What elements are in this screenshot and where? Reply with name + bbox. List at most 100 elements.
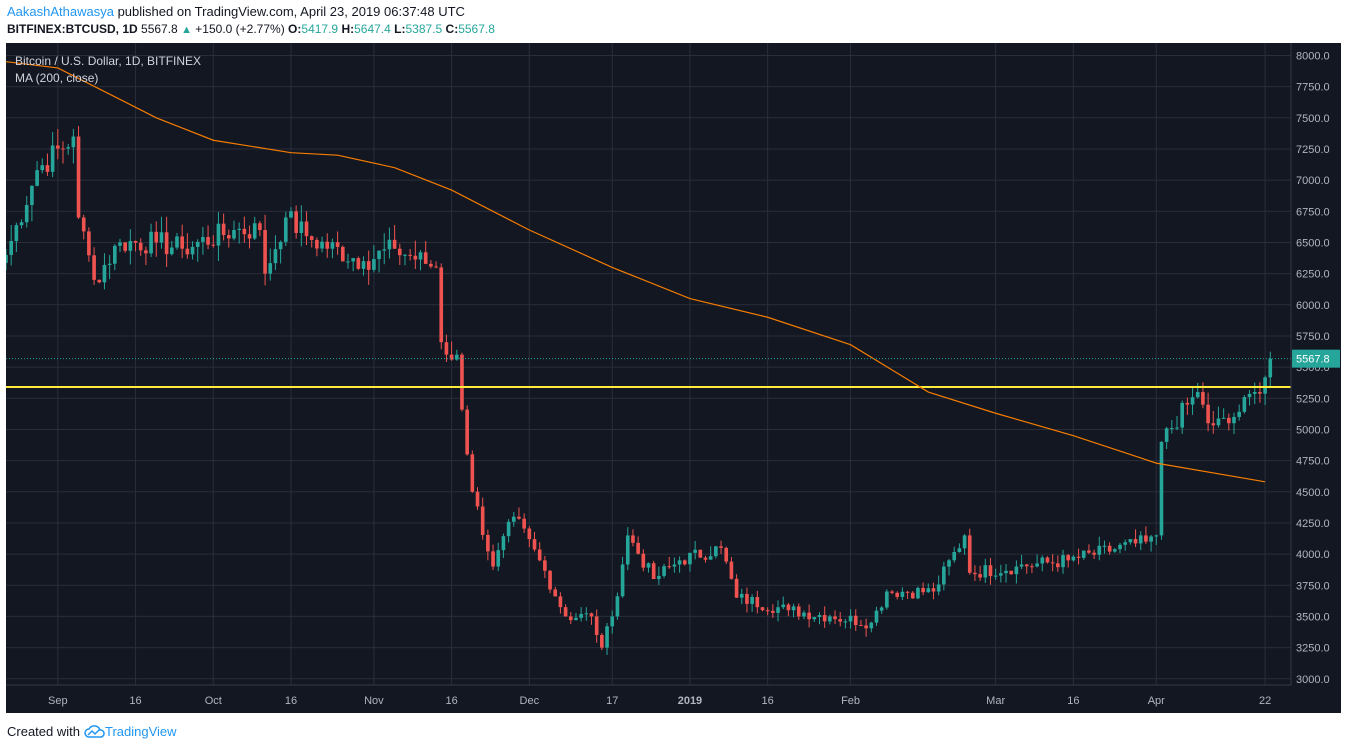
down-candle [408, 254, 412, 256]
price-axis-bg [1291, 43, 1341, 713]
down-candle [682, 560, 687, 565]
up-candle [936, 584, 941, 592]
up-candle [879, 607, 884, 611]
up-candle [501, 536, 506, 551]
up-candle [1118, 544, 1122, 550]
tradingview-brand[interactable]: TradingView [83, 724, 177, 739]
author-link[interactable]: AakashAthawasya [7, 4, 114, 19]
time-tick-label: 16 [1067, 695, 1079, 707]
down-candle [729, 561, 734, 579]
price-tick-label: 4500.0 [1296, 487, 1330, 499]
price-tick-label: 7750.0 [1296, 82, 1330, 94]
down-candle [356, 258, 361, 269]
price-axis[interactable]: 3000.0 3250.0 3500.0 3750.0 4000.0 4250.0 4500… [1296, 50, 1330, 685]
time-tick-label: Feb [841, 695, 860, 707]
up-candle [4, 254, 8, 263]
down-candle [558, 596, 563, 608]
down-candle [1050, 562, 1055, 564]
symbol-line: BITFINEX:BTCUSD, 1D 5567.8 ▲ +150.0 (+2.… [7, 22, 495, 36]
up-candle [289, 211, 293, 218]
up-candle [1252, 392, 1257, 394]
up-candle [1216, 418, 1221, 426]
low-value: 5387.5 [405, 22, 443, 36]
down-candle [138, 242, 143, 251]
time-tick-label: Dec [520, 695, 540, 707]
time-tick-label: 17 [606, 695, 618, 707]
up-candle [916, 587, 920, 599]
down-candle [786, 604, 791, 611]
down-candle [1045, 557, 1050, 563]
up-candle [351, 258, 355, 262]
down-candle [263, 229, 267, 274]
up-candle [885, 591, 889, 608]
up-candle [828, 616, 832, 622]
down-candle [61, 148, 65, 150]
up-candle [403, 254, 407, 256]
tradingview-logo-icon [84, 724, 105, 738]
down-candle [1211, 423, 1216, 426]
price-tick-label: 6500.0 [1296, 237, 1330, 249]
up-candle [252, 223, 257, 239]
down-candle [123, 242, 127, 251]
chart-panel[interactable]: 3000.0 3250.0 3500.0 3750.0 4000.0 4250.0 4500… [4, 43, 1341, 713]
time-tick-label: 22 [1259, 695, 1271, 707]
up-candle [299, 221, 304, 233]
up-candle [232, 229, 236, 239]
down-candle [315, 239, 319, 249]
up-candle [330, 242, 335, 249]
up-candle [739, 593, 744, 598]
up-candle [688, 552, 692, 565]
up-candle [159, 232, 164, 243]
price-tick-label: 4000.0 [1296, 549, 1330, 561]
up-candle [195, 241, 200, 247]
down-candle [864, 625, 868, 629]
up-candle [708, 556, 713, 560]
down-candle [724, 547, 729, 562]
up-candle [926, 588, 931, 593]
down-candle [755, 597, 760, 608]
up-candle [657, 575, 661, 580]
up-candle [952, 552, 957, 561]
down-candle [838, 619, 843, 622]
down-candle [335, 242, 340, 247]
down-candle [807, 612, 811, 620]
up-candle [615, 596, 620, 617]
down-candle [475, 491, 480, 507]
down-candle [465, 409, 469, 455]
up-candle [1237, 411, 1241, 417]
open-value: 5417.9 [301, 22, 339, 36]
down-candle [185, 248, 190, 255]
price-tick-label: 6250.0 [1296, 269, 1330, 281]
down-candle [211, 244, 216, 246]
down-candle [745, 593, 749, 604]
down-candle [325, 241, 330, 249]
up-candle [1268, 358, 1273, 378]
down-candle [895, 592, 900, 597]
up-candle [1180, 402, 1185, 428]
down-candle [1258, 392, 1262, 394]
up-candle [149, 231, 153, 254]
down-candle [853, 615, 858, 626]
down-candle [905, 591, 910, 593]
up-candle [283, 217, 288, 242]
up-candle [781, 604, 786, 608]
up-candle [662, 566, 666, 576]
down-candle [978, 574, 982, 578]
up-candle [107, 263, 112, 265]
down-candle [1030, 566, 1034, 568]
up-candle [1081, 550, 1086, 558]
up-candle [1138, 535, 1143, 544]
down-candle [631, 535, 635, 543]
price-tick-label: 4250.0 [1296, 518, 1330, 530]
down-candle [1185, 402, 1190, 405]
up-candle [506, 521, 511, 537]
up-candle [610, 616, 615, 627]
up-candle [382, 249, 387, 251]
down-candle [164, 232, 169, 255]
time-axis[interactable]: Sep 16 Oct 16 Nov 16 Dec 17 2019 16 Feb Mar 16 Apr 22 [48, 695, 1271, 707]
down-candle [397, 248, 402, 256]
down-candle [460, 354, 464, 410]
candlestick-chart[interactable]: 3000.0 3250.0 3500.0 3750.0 4000.0 4250.0 4500… [4, 43, 1341, 713]
up-candle [584, 613, 589, 615]
up-candle [216, 223, 221, 246]
